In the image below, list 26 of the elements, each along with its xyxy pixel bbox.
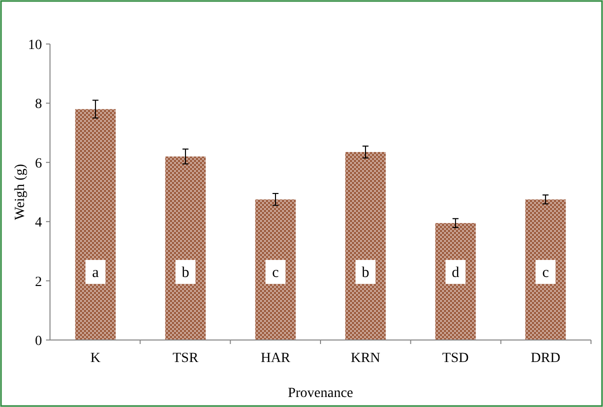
y-tick-label: 6 [35,156,42,172]
x-tick-label: TSD [442,351,469,366]
annotation: c [542,264,550,281]
x-tick-label: TSR [172,351,199,366]
y-axis-title: Weigh (g) [13,164,28,220]
x-tick-label: K [90,351,101,366]
bar [75,109,116,340]
annotation: a [92,264,100,281]
x-tick-label: DRD [530,351,560,366]
bar [165,156,206,340]
annotation: c [272,264,280,281]
x-tick-label: KRN [350,351,380,366]
annotation: d [452,264,460,281]
x-tick-label: HAR [260,351,291,366]
y-tick-label: 2 [35,274,42,290]
y-tick-label: 0 [35,334,42,349]
y-tick-label: 4 [35,216,42,231]
bar [525,199,566,340]
y-tick-label: 8 [35,97,42,112]
annotation: b [362,264,370,281]
annotation: b [182,264,190,281]
bar [255,199,296,340]
x-axis-title: Provenance [288,386,354,401]
bar [345,152,386,340]
y-tick-label: 10 [28,38,42,53]
bar [435,223,476,340]
